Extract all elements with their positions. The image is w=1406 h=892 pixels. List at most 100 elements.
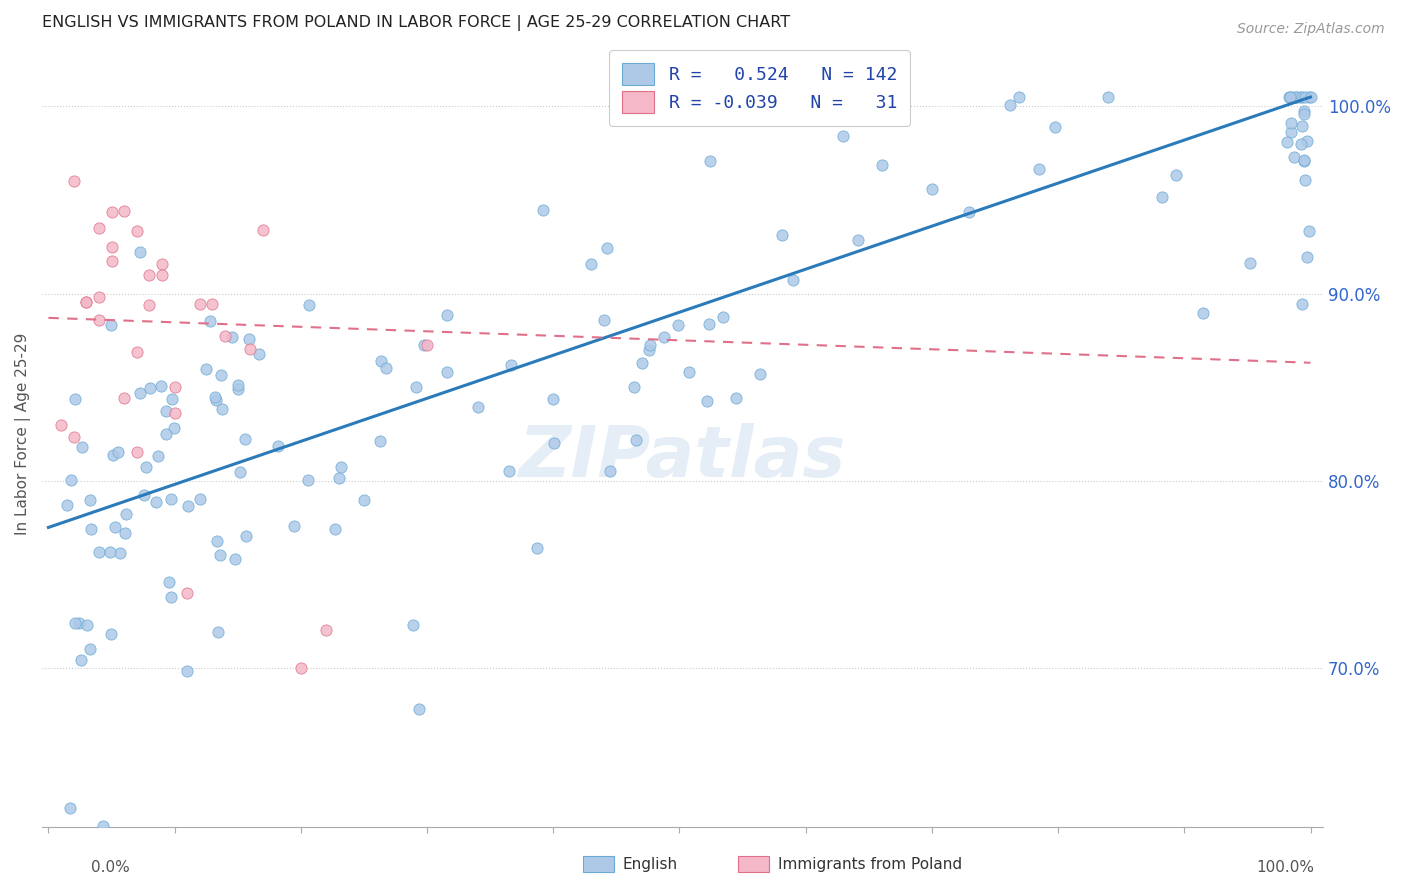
- Point: [87, 221, 110, 235]
- Point: [290, 661, 312, 675]
- Point: [132, 488, 155, 502]
- Point: [155, 427, 177, 442]
- Point: [749, 367, 772, 381]
- Point: [921, 182, 943, 196]
- Point: [235, 528, 257, 542]
- Point: [1164, 168, 1187, 182]
- Point: [146, 449, 169, 463]
- Point: [226, 382, 249, 396]
- Text: Source: ZipAtlas.com: Source: ZipAtlas.com: [1237, 22, 1385, 37]
- Point: [1295, 134, 1317, 148]
- Point: [62, 174, 84, 188]
- Point: [87, 313, 110, 327]
- Point: [160, 491, 183, 506]
- Text: ZIPatlas: ZIPatlas: [519, 423, 846, 492]
- Point: [221, 329, 243, 343]
- Point: [581, 257, 603, 271]
- Point: [593, 313, 616, 327]
- Point: [214, 329, 236, 343]
- Point: [297, 473, 319, 487]
- Point: [135, 459, 157, 474]
- Point: [194, 362, 217, 376]
- Point: [315, 624, 337, 638]
- Point: [1152, 190, 1174, 204]
- Point: [112, 204, 135, 219]
- Point: [699, 154, 721, 169]
- Point: [1279, 90, 1302, 104]
- Point: [204, 390, 226, 404]
- Point: [208, 548, 231, 562]
- Point: [114, 526, 136, 541]
- Point: [160, 392, 183, 406]
- Point: [70, 653, 93, 667]
- Point: [70, 440, 93, 454]
- Point: [60, 473, 83, 487]
- Point: [211, 401, 233, 416]
- Point: [228, 465, 250, 479]
- Point: [266, 439, 288, 453]
- Point: [87, 544, 110, 558]
- Point: [100, 627, 122, 641]
- Text: ENGLISH VS IMMIGRANTS FROM POLAND IN LABOR FORCE | AGE 25-29 CORRELATION CHART: ENGLISH VS IMMIGRANTS FROM POLAND IN LAB…: [42, 15, 790, 31]
- Point: [87, 290, 110, 304]
- Point: [711, 310, 734, 324]
- Point: [1294, 173, 1316, 187]
- Point: [159, 574, 181, 589]
- Point: [138, 297, 160, 311]
- Point: [145, 495, 167, 509]
- Point: [176, 586, 198, 600]
- Point: [149, 379, 172, 393]
- Point: [205, 393, 228, 408]
- Point: [63, 615, 86, 630]
- Point: [209, 368, 232, 383]
- Y-axis label: In Labor Force | Age 25-29: In Labor Force | Age 25-29: [15, 333, 31, 535]
- Point: [416, 338, 439, 352]
- Point: [176, 664, 198, 678]
- Point: [405, 380, 427, 394]
- Point: [599, 464, 621, 478]
- Text: 0.0%: 0.0%: [91, 861, 131, 875]
- Point: [224, 551, 246, 566]
- Point: [436, 365, 458, 379]
- Point: [233, 432, 256, 446]
- Point: [75, 295, 97, 310]
- Point: [595, 241, 617, 255]
- Point: [640, 337, 662, 351]
- Point: [725, 392, 748, 406]
- Point: [666, 318, 689, 333]
- Point: [770, 227, 793, 242]
- Point: [207, 534, 229, 549]
- Point: [252, 223, 274, 237]
- Point: [1291, 120, 1313, 134]
- Point: [159, 590, 181, 604]
- Point: [402, 618, 425, 632]
- Point: [541, 392, 564, 407]
- FancyBboxPatch shape: [583, 856, 614, 872]
- Point: [353, 493, 375, 508]
- Point: [696, 393, 718, 408]
- Point: [283, 519, 305, 533]
- Point: [870, 157, 893, 171]
- Point: [1277, 135, 1299, 149]
- Point: [624, 434, 647, 448]
- Point: [413, 338, 436, 352]
- Point: [98, 545, 121, 559]
- Point: [162, 420, 184, 434]
- Point: [207, 624, 229, 639]
- Point: [699, 317, 721, 331]
- Point: [1045, 120, 1067, 134]
- Point: [1294, 107, 1316, 121]
- Point: [1282, 150, 1305, 164]
- Point: [374, 360, 396, 375]
- Point: [125, 224, 148, 238]
- Point: [155, 404, 177, 418]
- Point: [238, 332, 260, 346]
- Point: [100, 254, 122, 268]
- Point: [1295, 250, 1317, 264]
- Point: [110, 546, 132, 560]
- Point: [198, 314, 221, 328]
- Point: [125, 345, 148, 359]
- Point: [368, 434, 391, 449]
- Point: [112, 392, 135, 406]
- Point: [330, 459, 353, 474]
